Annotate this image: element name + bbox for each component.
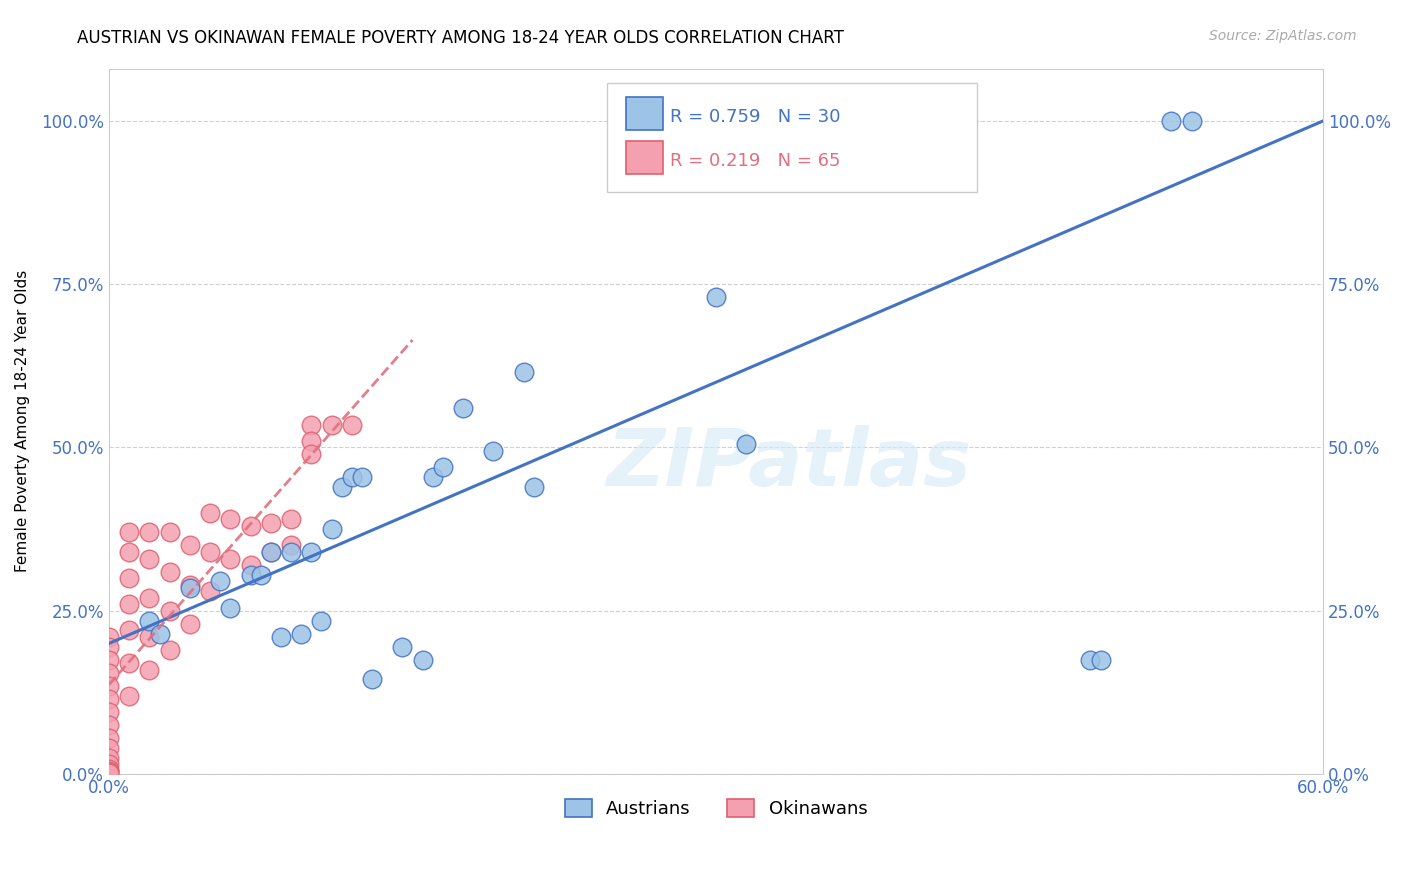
Point: [98, 766, 121, 780]
Point: [280, 545, 302, 559]
Point: [118, 656, 141, 670]
Point: [321, 417, 343, 432]
Point: [98, 665, 121, 680]
Point: [451, 401, 474, 416]
Point: [391, 640, 413, 654]
Point: [98, 765, 121, 780]
Point: [98, 679, 121, 693]
Point: [209, 574, 232, 589]
Point: [98, 640, 121, 654]
Point: [1181, 113, 1204, 128]
Point: [350, 470, 373, 484]
Point: [98, 731, 121, 746]
Point: [179, 616, 201, 631]
Point: [138, 663, 160, 677]
Point: [98, 757, 121, 772]
Point: [361, 673, 384, 687]
Point: [280, 512, 302, 526]
Point: [311, 614, 333, 628]
Point: [239, 567, 262, 582]
Point: [98, 762, 121, 776]
Y-axis label: Female Poverty Among 18-24 Year Olds: Female Poverty Among 18-24 Year Olds: [15, 270, 30, 573]
Point: [98, 764, 121, 778]
Point: [118, 545, 141, 559]
Point: [118, 689, 141, 703]
Point: [138, 591, 160, 605]
Point: [138, 630, 160, 644]
Point: [321, 522, 343, 536]
Point: [249, 567, 271, 582]
Point: [422, 470, 444, 484]
Point: [330, 480, 353, 494]
Point: [280, 538, 302, 552]
Point: [260, 516, 283, 530]
Point: [98, 653, 121, 667]
Point: [98, 741, 121, 756]
Point: [260, 545, 283, 559]
Point: [198, 506, 221, 520]
Text: R = 0.219   N = 65: R = 0.219 N = 65: [669, 153, 841, 170]
Point: [159, 604, 181, 618]
Point: [340, 417, 363, 432]
Point: [179, 538, 201, 552]
Point: [219, 512, 242, 526]
Point: [704, 290, 727, 304]
Point: [118, 525, 141, 540]
Point: [159, 643, 181, 657]
Point: [299, 447, 322, 461]
Point: [1090, 653, 1112, 667]
Point: [118, 624, 141, 638]
Point: [98, 692, 121, 706]
Point: [118, 571, 141, 585]
Point: [340, 470, 363, 484]
Point: [198, 545, 221, 559]
Point: [735, 437, 758, 451]
Text: AUSTRIAN VS OKINAWAN FEMALE POVERTY AMONG 18-24 YEAR OLDS CORRELATION CHART: AUSTRIAN VS OKINAWAN FEMALE POVERTY AMON…: [77, 29, 844, 46]
Point: [523, 480, 546, 494]
Point: [179, 581, 201, 595]
Point: [98, 751, 121, 765]
Point: [482, 443, 505, 458]
Point: [412, 653, 434, 667]
Legend: Austrians, Okinawans: Austrians, Okinawans: [558, 791, 875, 825]
Point: [299, 417, 322, 432]
Point: [98, 718, 121, 732]
Point: [299, 545, 322, 559]
Point: [239, 558, 262, 572]
Text: R = 0.759   N = 30: R = 0.759 N = 30: [669, 109, 841, 127]
Point: [98, 630, 121, 644]
Point: [219, 600, 242, 615]
Point: [270, 630, 292, 644]
Point: [513, 365, 536, 379]
Point: [148, 626, 170, 640]
Point: [118, 597, 141, 611]
Point: [159, 525, 181, 540]
FancyBboxPatch shape: [626, 97, 662, 130]
Text: Source: ZipAtlas.com: Source: ZipAtlas.com: [1209, 29, 1357, 43]
Point: [138, 525, 160, 540]
FancyBboxPatch shape: [607, 83, 977, 192]
Point: [1080, 653, 1102, 667]
Point: [260, 545, 283, 559]
Point: [290, 626, 312, 640]
Point: [198, 584, 221, 599]
FancyBboxPatch shape: [626, 141, 662, 174]
Point: [179, 577, 201, 591]
Point: [138, 551, 160, 566]
Text: ZIPatlas: ZIPatlas: [606, 425, 972, 503]
Point: [1160, 113, 1182, 128]
Point: [299, 434, 322, 448]
Point: [219, 551, 242, 566]
Point: [159, 565, 181, 579]
Point: [138, 614, 160, 628]
Point: [239, 519, 262, 533]
Point: [98, 705, 121, 719]
Point: [432, 460, 454, 475]
